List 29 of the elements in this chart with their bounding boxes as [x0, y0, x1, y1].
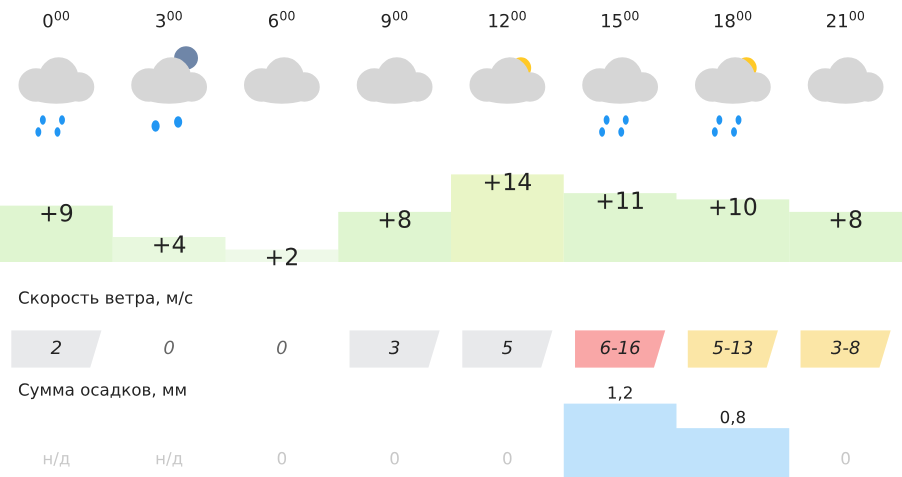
data-label: +4: [154, 235, 186, 253]
text: 5-13: [712, 340, 752, 354]
x-tick-label: 3$^{00}$: [156, 10, 182, 28]
x-tick-label: 15$^{00}$: [602, 10, 639, 28]
x-tick-label: 6$^{00}$: [268, 10, 295, 28]
data-label: +8: [830, 210, 862, 228]
x-tick-label: 21$^{00}$: [826, 10, 864, 28]
text: 2: [50, 340, 61, 354]
text: 3-8: [830, 340, 860, 354]
data-label: +11: [598, 192, 643, 209]
text: 3: [388, 340, 400, 354]
data-label: +14: [484, 172, 531, 190]
text: Скорость ветра, м/с: [18, 291, 192, 308]
data-label: +10: [710, 198, 756, 216]
x-tick-label: 12$^{00}$: [489, 10, 526, 28]
text: 0: [164, 340, 174, 354]
chart-title: Сумма осадков, мм: [18, 383, 186, 400]
data-label: +8: [380, 210, 410, 228]
bar: [0, 206, 113, 262]
data-label: +9: [41, 204, 72, 222]
data-label: 0,8: [720, 410, 745, 426]
x-tick-label: 9$^{00}$: [382, 10, 408, 28]
data-label: +2: [266, 248, 297, 266]
x-tick-label: 0$^{00}$: [43, 10, 70, 28]
x-tick-label: 18$^{00}$: [714, 10, 752, 28]
text: 5: [502, 340, 512, 354]
data-label: 1,2: [608, 386, 632, 401]
text: 0: [277, 340, 287, 354]
text: 6-16: [600, 340, 640, 354]
